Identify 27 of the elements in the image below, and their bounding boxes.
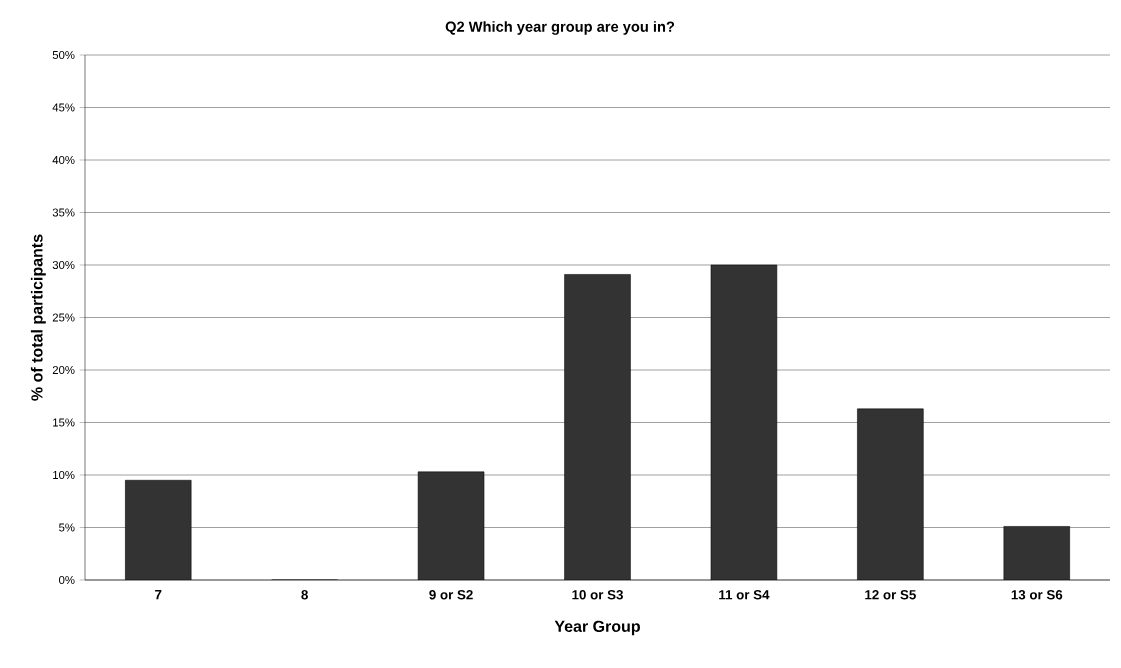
y-tick-label: 35% <box>52 208 75 217</box>
y-tick-label: 20% <box>52 366 75 375</box>
bar <box>857 408 924 580</box>
y-tick-label: 40% <box>52 156 75 165</box>
x-tick-label: 11 or S4 <box>719 590 770 600</box>
chart-title: Q2 Which year group are you in? <box>445 21 675 35</box>
x-tick-label: 9 or S2 <box>429 590 473 600</box>
bar <box>125 480 192 580</box>
y-tick-label: 0% <box>59 576 75 585</box>
y-tick-label: 5% <box>59 523 75 532</box>
bar <box>564 274 631 580</box>
bar <box>1003 526 1070 580</box>
bar <box>418 471 485 580</box>
y-tick-label: 10% <box>53 471 75 480</box>
x-tick-label: 7 <box>155 590 162 600</box>
y-tick-label: 25% <box>52 313 75 322</box>
x-tick-label: 10 or S3 <box>572 590 623 600</box>
x-tick-label: 12 or S5 <box>865 590 916 600</box>
x-tick-label: 13 or S6 <box>1011 590 1063 600</box>
y-tick-label: 45% <box>52 103 75 112</box>
y-tick-label: 50% <box>52 51 75 60</box>
x-tick-label: 8 <box>301 590 308 600</box>
y-axis-title: % of total participants <box>30 234 46 401</box>
bar <box>710 265 777 580</box>
x-axis-title: Year Group <box>554 620 640 636</box>
y-tick-label: 15% <box>53 418 75 427</box>
y-tick-label: 30% <box>52 261 75 270</box>
